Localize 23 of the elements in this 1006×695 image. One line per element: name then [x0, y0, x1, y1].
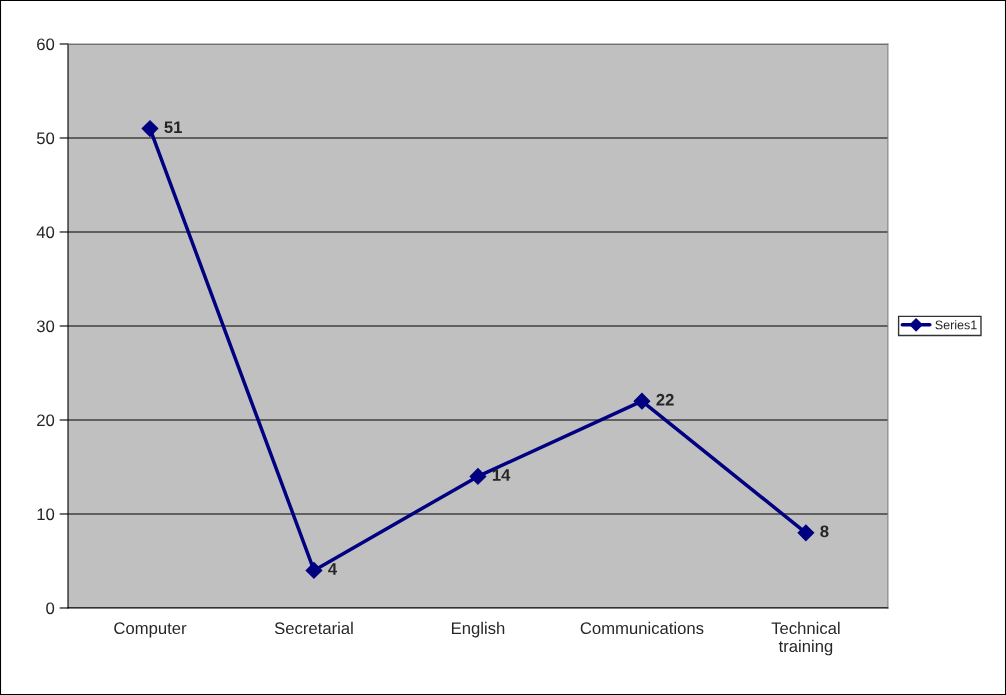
y-tick-label: 40 — [36, 226, 55, 239]
y-tick-label: 60 — [37, 38, 55, 51]
point — [469, 468, 487, 485]
point — [305, 562, 323, 579]
y-tick-label: 30 — [36, 320, 55, 333]
data-label: 22 — [656, 393, 674, 406]
data-label: 14 — [492, 469, 511, 481]
data-label: 4 — [328, 563, 338, 575]
y-tick-label: 50 — [36, 132, 55, 145]
data-label: 51 — [164, 121, 182, 134]
point — [633, 392, 651, 410]
x-tick-label: English — [451, 621, 505, 638]
x-tick-label: Communications — [580, 621, 704, 635]
x-tick-label: Computer — [114, 622, 187, 638]
y-tick-label: 20 — [37, 414, 55, 427]
x-tick-label: Secretarial — [274, 621, 353, 635]
x-tick-label: Technical training — [771, 621, 840, 656]
point — [797, 524, 815, 542]
data-label: 8 — [820, 525, 829, 538]
y-tick-label: 10 — [37, 508, 55, 521]
legend-label: Series1 — [935, 320, 977, 330]
point — [141, 120, 159, 137]
y-tick-label: 0 — [46, 602, 55, 615]
